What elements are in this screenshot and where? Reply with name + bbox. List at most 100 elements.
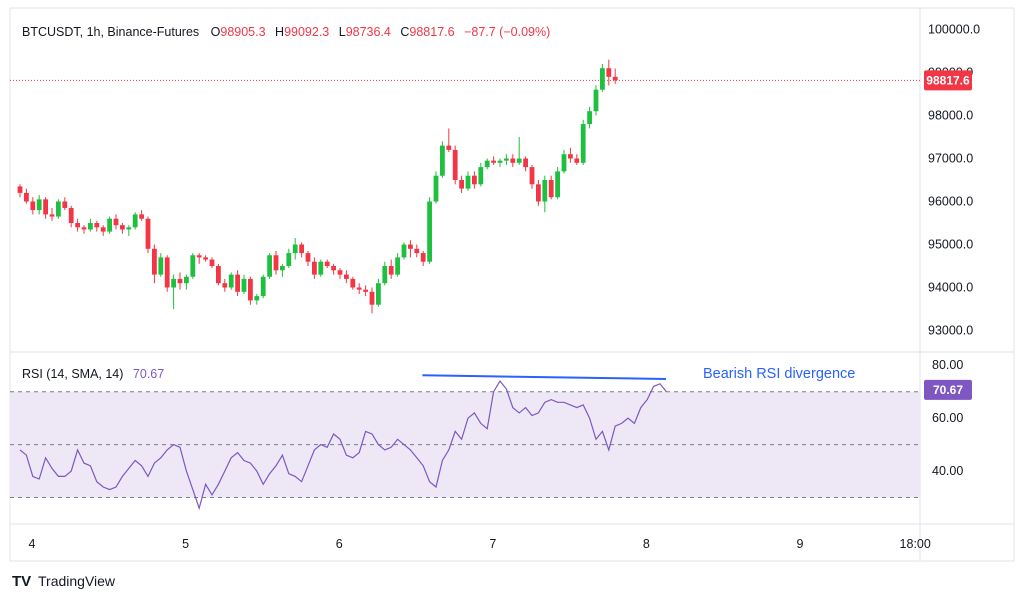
price-tick-label: 96000.0: [928, 195, 973, 209]
rsi-band-fill: [10, 391, 920, 498]
candle: [24, 188, 29, 204]
candle: [516, 137, 522, 165]
divergence-line: [422, 374, 667, 380]
rsi-tick-label: 60.00: [932, 411, 963, 425]
candle: [420, 250, 426, 266]
candle: [331, 263, 336, 275]
price-tick-label: 94000.0: [928, 281, 973, 295]
rsi-tick-label: 40.00: [932, 464, 963, 478]
time-tick-label: 4: [29, 537, 36, 551]
divergence-annotation: Bearish RSI divergence: [703, 366, 855, 382]
candle: [600, 63, 605, 92]
candle: [62, 197, 68, 211]
candle: [574, 154, 580, 165]
candle: [184, 274, 189, 290]
candle: [241, 274, 247, 294]
candle: [292, 238, 298, 260]
candle: [100, 225, 106, 236]
rsi-label: RSI (14, SMA, 14): [22, 367, 123, 381]
candle: [497, 158, 503, 168]
candle: [612, 68, 618, 84]
candle: [523, 156, 528, 172]
candle: [177, 272, 183, 290]
time-tick-label: 5: [182, 537, 189, 551]
candle: [113, 214, 119, 230]
candle: [171, 274, 176, 309]
candle: [440, 141, 445, 178]
candle: [280, 263, 285, 277]
candle: [196, 253, 202, 264]
candle: [145, 216, 151, 254]
candle: [222, 278, 228, 292]
price-tick-label: 95000.0: [928, 238, 973, 252]
candle: [408, 240, 413, 258]
time-axis[interactable]: 4 5 6 7 8 9 18:00: [29, 537, 931, 551]
candle: [305, 250, 311, 266]
candle: [81, 225, 87, 234]
tradingview-logo[interactable]: TV TradingView: [12, 573, 116, 590]
candle: [312, 257, 317, 279]
candle: [548, 175, 554, 200]
time-tick-label: 9: [797, 537, 804, 551]
candle: [459, 175, 464, 193]
candle: [267, 253, 272, 279]
price-tick-label: 100000.0: [928, 23, 980, 37]
candle: [414, 244, 420, 258]
candle: [344, 270, 349, 284]
symbol-info: BTCUSDT, 1h, Binance-Futures: [22, 25, 199, 39]
candle: [43, 197, 48, 219]
rsi-axis[interactable]: 80.00 60.00 40.00: [932, 358, 963, 478]
candle: [542, 175, 548, 213]
candle: [158, 253, 164, 277]
candle: [254, 293, 260, 305]
last-price-label: 98817.6: [926, 73, 970, 87]
candle: [376, 278, 381, 307]
ohlc-legend[interactable]: BTCUSDT, 1h, Binance-Futures O98905.3 H9…: [22, 25, 550, 39]
price-tick-label: 97000.0: [928, 152, 973, 166]
candle: [299, 242, 304, 258]
candle: [555, 167, 560, 200]
candle: [561, 149, 567, 174]
candle: [68, 205, 74, 228]
tv-logo-icon: TV: [12, 573, 31, 590]
candle: [36, 195, 42, 215]
candle: [606, 59, 612, 86]
candle: [363, 285, 368, 297]
candle: [337, 268, 343, 279]
candle: [472, 171, 477, 189]
change-value: −87.7 (−0.09%): [464, 25, 550, 39]
price-axis[interactable]: 100000.099000.098000.097000.096000.09500…: [928, 23, 980, 338]
time-tick-label: 8: [643, 537, 650, 551]
candle: [30, 197, 36, 215]
time-tick-label: 7: [489, 537, 496, 551]
candle: [491, 156, 496, 165]
candle: [56, 199, 61, 219]
candle: [126, 225, 132, 236]
chart-border: [9, 7, 1015, 562]
candle: [132, 212, 138, 230]
candle: [203, 255, 208, 262]
rsi-legend[interactable]: RSI (14, SMA, 14) 70.67: [22, 367, 164, 381]
candle: [49, 207, 55, 221]
close-value: 98817.6: [409, 25, 454, 39]
candle: [88, 218, 93, 232]
candle: [452, 145, 458, 185]
time-tick-label: 18:00: [900, 537, 931, 551]
rsi-value: 70.67: [133, 367, 164, 381]
time-tick-label: 6: [336, 537, 343, 551]
candle: [235, 270, 240, 297]
candle: [529, 164, 535, 189]
candle: [382, 261, 388, 286]
rsi-tick-label: 80.00: [932, 358, 963, 372]
rsi-value-tag-label: 70.67: [933, 383, 963, 397]
candle: [388, 259, 394, 279]
open-value: 98905.3: [220, 25, 265, 39]
candle: [484, 158, 490, 170]
high-value: 99092.3: [284, 25, 329, 39]
price-tick-label: 93000.0: [928, 324, 973, 338]
candle: [401, 242, 407, 260]
candle: [164, 255, 170, 292]
candle: [190, 253, 196, 279]
candle: [536, 180, 541, 206]
